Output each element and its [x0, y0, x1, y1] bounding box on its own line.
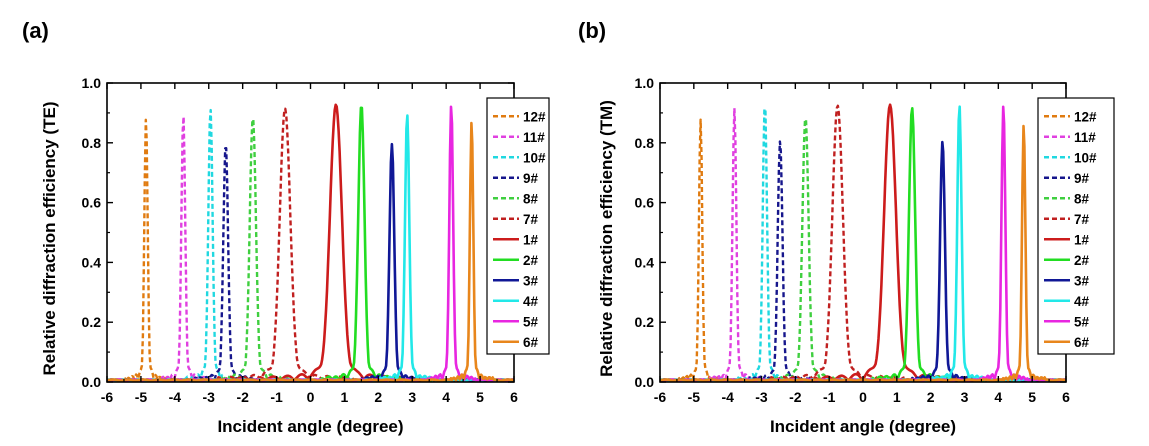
- legend-label-10: 10#: [1074, 150, 1097, 165]
- y-axis-title: Relative diffraction efficiency (TE): [40, 102, 59, 376]
- y-tick-label: 0.8: [635, 135, 655, 151]
- legend-label-6: 6#: [1074, 335, 1090, 350]
- plot-area: [107, 103, 514, 382]
- plot-area: [660, 103, 1066, 382]
- legend: 12# 11# 10# 9# 8# 7# 1# 2# 3# 4# 5# 6#: [486, 97, 550, 355]
- legend-label-7: 7#: [523, 212, 539, 227]
- y-tick-label: 1.0: [635, 75, 655, 91]
- panel-label: (b): [578, 18, 606, 43]
- legend-label-12: 12#: [523, 109, 546, 124]
- legend-label-1: 1#: [523, 232, 539, 247]
- x-tick-label: -6: [101, 389, 114, 405]
- panel-label: (a): [22, 18, 49, 43]
- x-tick-label: 3: [961, 389, 969, 405]
- x-tick-label: -3: [755, 389, 768, 405]
- x-tick-label: -4: [721, 389, 734, 405]
- x-tick-label: -6: [654, 389, 667, 405]
- x-tick-label: -2: [236, 389, 249, 405]
- x-tick-label: 1: [341, 389, 349, 405]
- legend-label-8: 8#: [1074, 191, 1090, 206]
- x-tick-label: -4: [169, 389, 182, 405]
- legend-label-5: 5#: [1074, 314, 1090, 329]
- legend-label-6: 6#: [523, 335, 539, 350]
- x-tick-label: 1: [893, 389, 901, 405]
- series-line-5: [107, 105, 514, 382]
- x-tick-label: -3: [203, 389, 216, 405]
- x-tick-label: 0: [859, 389, 867, 405]
- x-axis-title: Incident angle (degree): [770, 417, 956, 436]
- y-tick-label: 0.6: [82, 195, 102, 211]
- x-tick-label: -1: [823, 389, 836, 405]
- legend-label-3: 3#: [1074, 273, 1090, 288]
- y-tick-label: 0.2: [82, 314, 102, 330]
- legend-label-11: 11#: [523, 130, 545, 145]
- x-tick-label: -1: [270, 389, 283, 405]
- x-tick-label: 4: [442, 389, 450, 405]
- legend-box: [486, 97, 550, 355]
- legend-label-1: 1#: [1074, 232, 1090, 247]
- y-tick-label: 0.2: [635, 314, 655, 330]
- legend-label-5: 5#: [523, 314, 539, 329]
- x-tick-label: 2: [374, 389, 382, 405]
- legend-label-10: 10#: [523, 150, 546, 165]
- y-tick-label: 0.6: [635, 195, 655, 211]
- x-tick-label: 5: [1028, 389, 1036, 405]
- x-tick-label: 6: [510, 389, 518, 405]
- legend-box: [1037, 97, 1115, 355]
- legend-label-2: 2#: [523, 253, 539, 268]
- x-tick-label: 3: [408, 389, 416, 405]
- legend-label-11: 11#: [1074, 130, 1096, 145]
- y-axis-title: Relative diffraction efficiency (TM): [597, 100, 616, 377]
- y-tick-label: 0.4: [635, 254, 655, 270]
- series-line-11: [660, 106, 1066, 382]
- legend-label-4: 4#: [523, 294, 539, 309]
- legend-label-4: 4#: [1074, 294, 1090, 309]
- x-tick-label: 4: [994, 389, 1002, 405]
- x-tick-label: -5: [688, 389, 701, 405]
- x-tick-label: -2: [789, 389, 802, 405]
- y-tick-label: 0.0: [635, 374, 655, 390]
- x-tick-label: 5: [476, 389, 484, 405]
- legend-label-7: 7#: [1074, 212, 1090, 227]
- legend-label-12: 12#: [1074, 109, 1097, 124]
- x-tick-label: 0: [307, 389, 315, 405]
- x-tick-label: -5: [135, 389, 148, 405]
- chart-panel-1: (a) -6 -5 -4 -3 -2 -1 0 1 2 3 4 5 6 0.0 0.2 0.4 0.6 0.8 1.0…: [22, 18, 550, 436]
- legend-label-2: 2#: [1074, 253, 1090, 268]
- legend-label-3: 3#: [523, 273, 539, 288]
- x-tick-label: 2: [927, 389, 935, 405]
- series-line-5: [660, 105, 1066, 382]
- x-tick-label: 6: [1062, 389, 1070, 405]
- y-tick-label: 0.0: [82, 374, 102, 390]
- y-tick-label: 1.0: [82, 75, 102, 91]
- x-axis-title: Incident angle (degree): [217, 417, 403, 436]
- y-tick-label: 0.8: [82, 135, 102, 151]
- chart-panel-2: (b) -6 -5 -4 -3 -2 -1 0 1 2 3 4 5 6 0.0 0.2 0.4 0.6 0.8 1.0…: [578, 18, 1115, 436]
- legend-label-8: 8#: [523, 191, 539, 206]
- legend-label-9: 9#: [523, 171, 539, 186]
- legend-label-9: 9#: [1074, 171, 1090, 186]
- legend: 12# 11# 10# 9# 8# 7# 1# 2# 3# 4# 5# 6#: [1037, 97, 1115, 355]
- y-tick-label: 0.4: [82, 254, 102, 270]
